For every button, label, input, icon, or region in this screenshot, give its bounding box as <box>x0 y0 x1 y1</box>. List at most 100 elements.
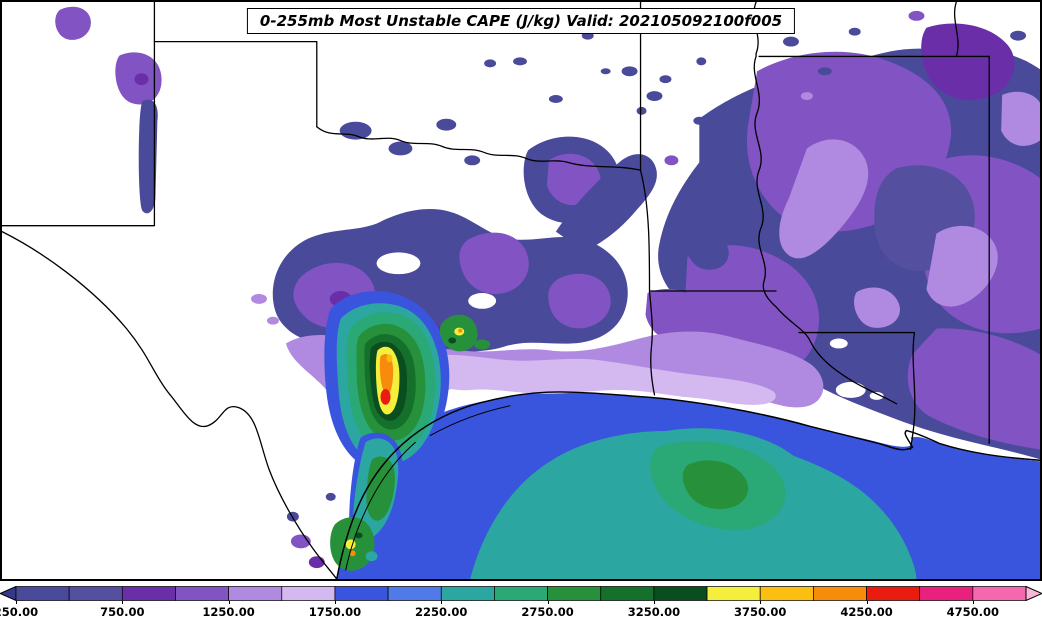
map-boundary-line <box>429 405 511 436</box>
lake-pontchartrain <box>835 382 866 398</box>
cape-fill-region <box>682 460 749 510</box>
cape-fill-region <box>464 155 481 166</box>
cape-fill-region <box>386 354 393 363</box>
colorbar-tick-mark <box>122 601 124 604</box>
cape-fill-region <box>739 166 752 175</box>
cape-fill-region <box>354 532 363 539</box>
colorbar-segment <box>494 586 548 601</box>
colorbar-segment <box>759 586 814 601</box>
plot-title: 0-255mb Most Unstable CAPE (J/kg) Valid:… <box>246 8 796 34</box>
cape-fill-region <box>555 154 657 252</box>
colorbar-tick-mark <box>972 601 974 604</box>
cape-fill-region <box>693 116 706 125</box>
cape-fill-region <box>664 155 679 166</box>
cape-fill-region <box>1001 91 1040 146</box>
colorbar-tick-label: 1250.00 <box>202 605 255 619</box>
map-boundary-line <box>2 230 338 579</box>
cape-fill-region <box>308 556 325 569</box>
cape-fill-region <box>426 395 726 451</box>
cape-fill-region <box>458 328 463 333</box>
colorbar-tick-label: 3250.00 <box>627 605 681 619</box>
colorbar-segment <box>813 586 867 601</box>
map-boundary-line <box>953 2 959 58</box>
colorbar-segment <box>15 586 70 601</box>
colorbar-tick-mark <box>441 601 443 604</box>
colorbar-segment <box>547 586 602 601</box>
colorbar-tick-mark <box>547 601 549 604</box>
cape-fill-region <box>484 59 497 68</box>
cape-fill-region <box>548 95 563 103</box>
colorbar-segment <box>175 586 229 601</box>
plot-title-text: 0-255mb Most Unstable CAPE (J/kg) Valid:… <box>259 12 783 30</box>
cape-fill-region <box>345 539 356 550</box>
colorbar-segment <box>866 586 921 601</box>
colorbar-segment <box>972 586 1027 601</box>
cape-fill-region <box>800 92 813 100</box>
colorbar-segment <box>281 586 336 601</box>
cape-fill-region <box>645 289 701 342</box>
cape-fill-region <box>782 36 799 47</box>
cape-fill-region <box>659 75 672 84</box>
colorbar-tick-label: 3750.00 <box>734 605 787 619</box>
colorbar-segment <box>706 586 761 601</box>
colorbar-tick-mark <box>866 601 868 604</box>
cape-fill-region <box>474 339 491 350</box>
cape-fill-region <box>251 293 267 304</box>
cape-fill-region <box>379 353 394 395</box>
colorbar-left-arrow <box>0 586 17 601</box>
colorbar-segment <box>600 586 655 601</box>
colorbar: 250.00 750.00 1250.00 1750.00 2250.00 2750.00… <box>0 581 1042 638</box>
colorbar-segment <box>387 586 442 601</box>
colorbar-tick-mark <box>760 601 762 604</box>
cape-fill-region <box>436 118 457 131</box>
cape-fill-region <box>349 550 356 557</box>
cape-fill-region <box>926 225 998 307</box>
map-boundary-line <box>345 441 416 571</box>
colorbar-tick-label: 750.00 <box>100 605 145 619</box>
colorbar-tick-mark <box>653 601 655 604</box>
cape-fill-region <box>286 511 299 522</box>
cape-fill-region <box>854 287 900 328</box>
cape-fill-region <box>420 354 776 405</box>
cape-fill-region <box>712 194 731 206</box>
lake <box>869 391 884 400</box>
cape-fill-region <box>339 121 372 140</box>
colorbar-tick-mark <box>228 601 230 604</box>
cape-fill-region <box>134 73 149 86</box>
cape-fill-region <box>1010 30 1027 41</box>
colorbar-segment <box>653 586 708 601</box>
colorbar-tick-label: 2750.00 <box>521 605 574 619</box>
map-boundary-line <box>2 2 156 227</box>
colorbar-bar <box>0 586 1042 601</box>
cape-fill-region <box>448 337 457 344</box>
cape-fill-region <box>908 10 925 21</box>
map-boundary-line <box>153 40 318 128</box>
cape-fill-region <box>621 66 638 77</box>
lake <box>829 338 848 349</box>
colorbar-tick-label: 4750.00 <box>946 605 1000 619</box>
cape-fill-region <box>848 27 861 36</box>
cape-fill-region <box>546 153 601 206</box>
colorbar-segment <box>121 586 176 601</box>
cape-fill-region <box>266 316 279 325</box>
cape-fill-region <box>907 328 1040 450</box>
colorbar-segment <box>228 586 283 601</box>
cape-fill-region <box>138 99 158 214</box>
colorbar-tick-label: 4250.00 <box>840 605 893 619</box>
map-boundary-line <box>335 391 1040 579</box>
cape-fill-region <box>817 67 832 76</box>
colorbar-segment <box>68 586 123 601</box>
colorbar-tick-mark <box>16 601 17 604</box>
cape-fill-region <box>636 106 647 115</box>
map-canvas <box>2 2 1040 579</box>
cape-fill-region <box>779 139 869 259</box>
colorbar-right-arrow <box>1025 586 1042 601</box>
cape-fill-region <box>388 141 413 156</box>
white-gap <box>376 252 421 275</box>
cape-fill-region <box>600 68 611 75</box>
map-boundary-line <box>798 331 916 450</box>
map-boundary-line <box>316 126 642 171</box>
cape-fill-region <box>55 6 91 40</box>
colorbar-tick-labels: 250.00 750.00 1250.00 1750.00 2250.00 2750.00… <box>0 601 1042 625</box>
